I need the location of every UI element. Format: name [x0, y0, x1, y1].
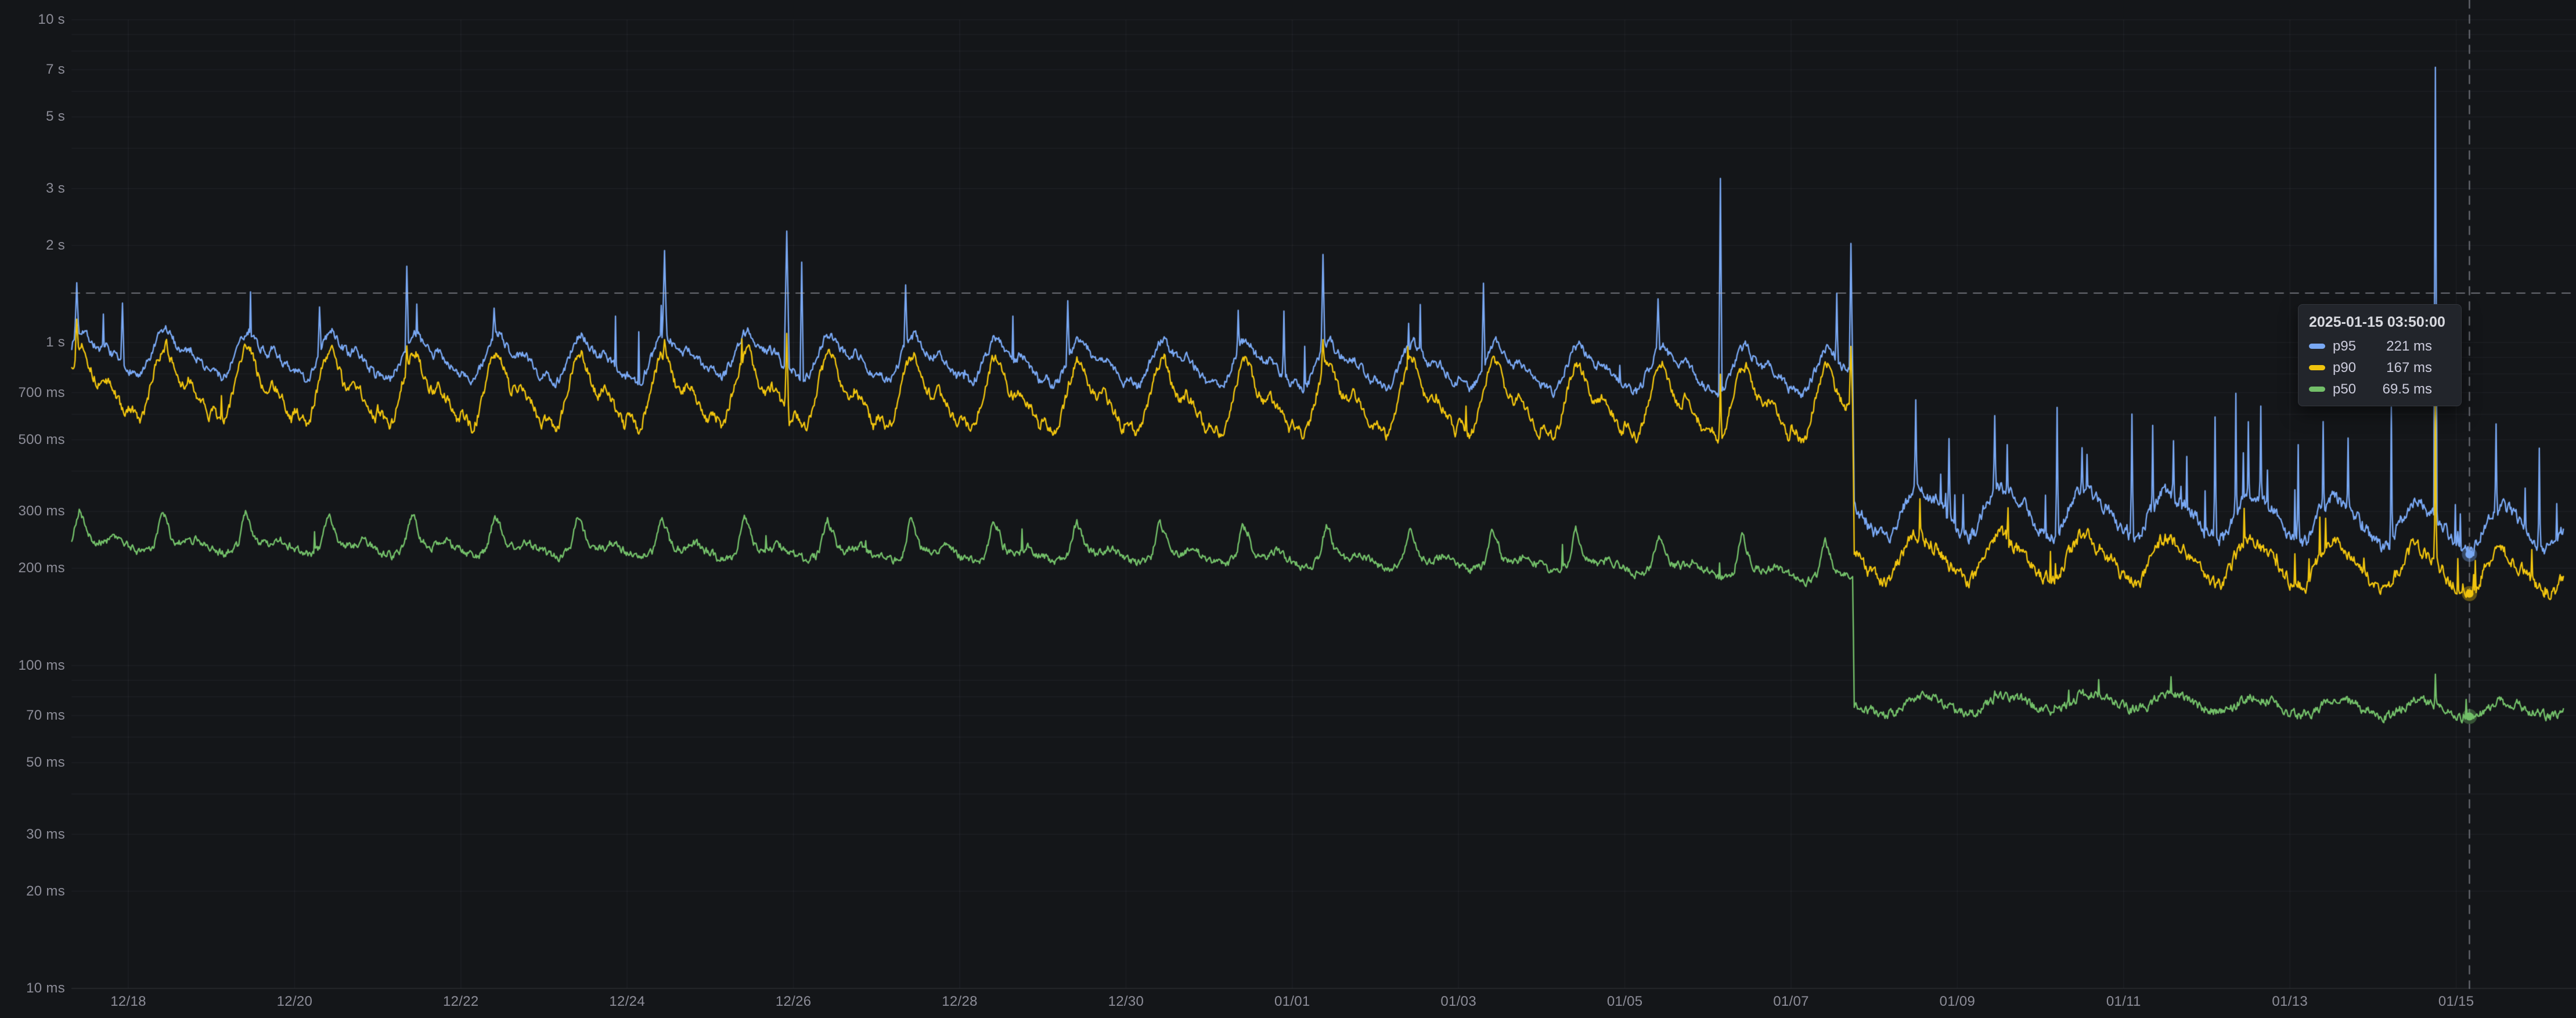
tooltip: 2025-01-15 03:50:00 p95 221 ms p90 167 m… — [2298, 304, 2462, 406]
y-tick-label: 500 ms — [18, 431, 65, 447]
p95-series-swatch — [2309, 344, 2325, 349]
x-tick-label: 01/03 — [1440, 994, 1476, 1009]
y-tick-label: 1 s — [46, 334, 65, 351]
p50-series-swatch — [2309, 387, 2325, 392]
tooltip-series-label: p95 — [2333, 338, 2357, 354]
tooltip-timestamp: 2025-01-15 03:50:00 — [2309, 314, 2445, 330]
x-tick-label: 01/15 — [2438, 994, 2474, 1009]
x-tick-label: 12/30 — [1108, 994, 1144, 1009]
tooltip-series-label: p50 — [2333, 381, 2357, 397]
x-tick-label: 01/11 — [2106, 994, 2141, 1009]
tooltip-series-label: p90 — [2333, 359, 2357, 376]
y-tick-label: 10 ms — [26, 980, 65, 996]
tooltip-series-value: 167 ms — [2386, 359, 2432, 376]
tooltip-row-p50: p50 69.5 ms — [2309, 381, 2449, 397]
y-tick-label: 200 ms — [18, 560, 65, 576]
y-tick-label: 3 s — [46, 180, 65, 196]
x-tick-label: 01/09 — [1939, 994, 1976, 1009]
tooltip-series-value: 221 ms — [2386, 338, 2432, 354]
y-tick-label: 700 ms — [18, 384, 65, 400]
y-tick-label: 300 ms — [18, 503, 65, 519]
x-tick-label: 12/18 — [110, 994, 146, 1009]
x-tick-label: 12/26 — [775, 994, 812, 1009]
y-tick-label: 7 s — [46, 62, 65, 78]
tooltip-series-value: 69.5 ms — [2382, 381, 2432, 397]
tooltip-row-p95: p95 221 ms — [2309, 338, 2449, 354]
tooltip-row-p90: p90 167 ms — [2309, 359, 2449, 376]
y-tick-label: 5 s — [46, 109, 65, 125]
p90-series-swatch — [2309, 365, 2325, 370]
x-tick-label: 01/07 — [1773, 994, 1809, 1009]
y-tick-label: 30 ms — [26, 826, 65, 842]
x-tick-label: 12/20 — [276, 994, 313, 1009]
x-tick-label: 01/01 — [1274, 994, 1310, 1009]
y-tick-label: 20 ms — [26, 883, 65, 899]
x-tick-label: 12/22 — [443, 994, 479, 1009]
x-tick-label: 12/24 — [609, 994, 645, 1009]
x-tick-label: 01/05 — [1606, 994, 1643, 1009]
y-tick-label: 100 ms — [18, 657, 65, 673]
y-tick-label: 50 ms — [26, 755, 65, 771]
x-tick-label: 01/13 — [2272, 994, 2308, 1009]
y-tick-label: 2 s — [46, 237, 65, 253]
y-tick-label: 10 s — [38, 12, 65, 27]
y-tick-label: 70 ms — [26, 707, 65, 723]
x-tick-label: 12/28 — [942, 994, 978, 1009]
